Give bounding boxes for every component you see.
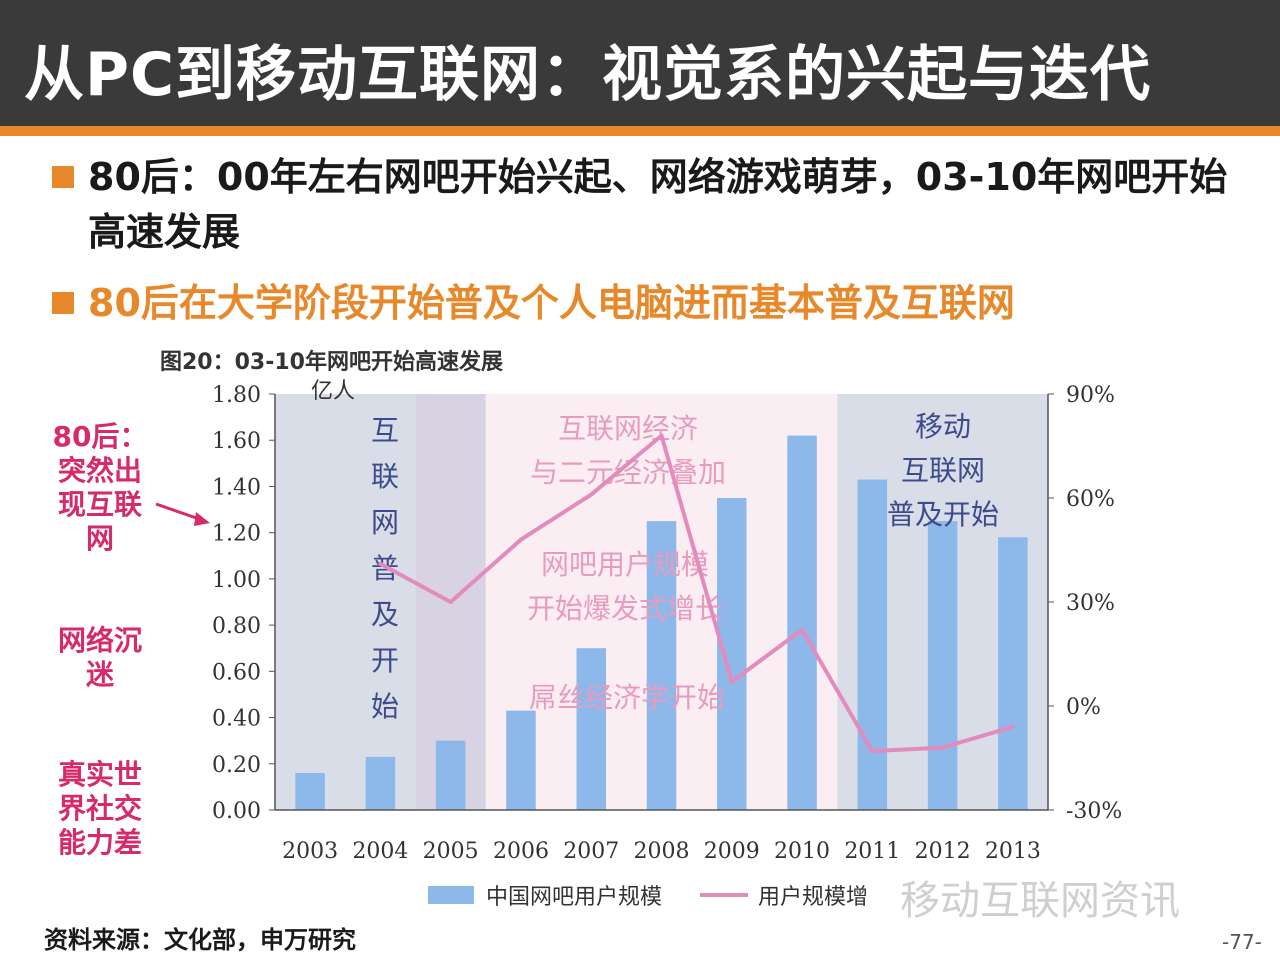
x-tick-label: 2010 <box>774 839 830 864</box>
x-tick-label: 2004 <box>352 839 408 864</box>
chart-title: 图20：03-10年网吧开始高速发展 <box>160 350 503 375</box>
y-left-tick-label: 1.20 <box>212 522 261 547</box>
y-right-tick-label: 60% <box>1066 487 1115 512</box>
watermark: 移动互联网资讯 <box>900 878 1180 924</box>
annotation-internet-economy: 与二元经济叠加 <box>530 456 726 489</box>
annotation-mobile-internet: 普及开始 <box>887 498 999 531</box>
side-note-line: 真实世 <box>57 758 142 791</box>
y-right-tick-label: 30% <box>1066 591 1115 616</box>
x-tick-label: 2013 <box>985 839 1041 864</box>
side-note-line: 界社交 <box>57 792 142 825</box>
y-left-tick-label: 0.00 <box>212 799 261 824</box>
growth-point <box>448 600 453 604</box>
x-tick-label: 2011 <box>844 839 900 864</box>
growth-point <box>378 561 383 566</box>
x-tick-label: 2003 <box>282 839 338 864</box>
bullet-2-text: 80后在大学阶段开始普及个人电脑进而基本普及互联网 <box>88 281 1015 325</box>
bar <box>646 521 677 810</box>
side-note-2: 网络沉 迷 <box>30 624 170 692</box>
x-tick-label: 2006 <box>493 839 549 864</box>
bullet-1: 80后：00年左右网吧开始兴起、网络游戏萌芽，03-10年网吧开始高速发展 <box>52 150 1242 260</box>
growth-point <box>940 745 945 750</box>
band-early <box>275 394 416 810</box>
page-number: -77- <box>1222 930 1262 954</box>
y-left-tick-label: 0.20 <box>212 753 261 778</box>
bar <box>927 521 958 810</box>
annotation-mobile-internet: 互联网 <box>901 454 985 487</box>
legend-bar-label: 中国网吧用户规模 <box>486 885 662 910</box>
y-left-tick-label: 0.60 <box>212 660 261 685</box>
arrow-icon <box>155 502 210 526</box>
bar <box>435 740 466 810</box>
annotation-mobile-internet: 移动 <box>915 410 971 443</box>
y-right-tick-label: -30% <box>1066 799 1122 824</box>
y-left-tick-label: 0.80 <box>212 614 261 639</box>
side-note-line: 能力差 <box>57 826 142 859</box>
y-left-tick-label: 1.80 <box>212 383 261 408</box>
source-note: 资料来源：文化部，申万研究 <box>44 926 356 954</box>
annotation-netcafe-growth: 开始爆发式增长 <box>527 592 723 625</box>
growth-point <box>729 679 734 684</box>
annotation-internet-popularize: 开 <box>371 644 399 677</box>
growth-point <box>1010 724 1015 729</box>
annotation-netcafe-growth: 网吧用户规模 <box>541 548 709 581</box>
bullet-2: 80后在大学阶段开始普及个人电脑进而基本普及互联网 <box>52 276 1242 331</box>
growth-point <box>589 492 594 497</box>
annotation-diaosi-economy: 屌丝经济学开始 <box>529 681 725 714</box>
bar <box>998 537 1028 810</box>
y-left-tick-label: 1.00 <box>212 568 261 593</box>
annotation-internet-popularize: 互 <box>371 414 399 447</box>
x-tick-label: 2007 <box>563 839 619 864</box>
annotation-internet-popularize: 始 <box>371 690 399 723</box>
growth-line <box>379 433 1014 754</box>
y-left-tick-label: 1.60 <box>212 429 261 454</box>
title-bar: 从PC到移动互联网：视觉系的兴起与迭代 <box>0 0 1280 136</box>
legend-line-label: 用户规模增 <box>758 885 868 910</box>
bullet-1-text: 80后：00年左右网吧开始兴起、网络游戏萌芽，03-10年网吧开始高速发展 <box>88 155 1228 254</box>
bar <box>295 773 325 810</box>
bar <box>787 435 817 810</box>
side-note-line: 突然出 <box>57 454 142 487</box>
growth-point <box>870 749 875 754</box>
legend-bar-swatch <box>428 886 474 904</box>
side-note-line: 80后： <box>52 420 148 453</box>
bar <box>717 498 747 810</box>
growth-point <box>800 627 805 632</box>
title-underline <box>0 126 1280 136</box>
side-note-line: 网 <box>85 522 114 555</box>
x-tick-label: 2009 <box>704 839 760 864</box>
x-tick-label: 2008 <box>634 839 690 864</box>
x-tick-label: 2005 <box>423 839 479 864</box>
bar <box>857 479 888 810</box>
y-right-tick-label: 0% <box>1066 695 1101 720</box>
bar <box>576 648 606 810</box>
page-title: 从PC到移动互联网：视觉系的兴起与迭代 <box>24 40 1152 110</box>
side-note-1: 80后： 突然出 现互联 网 <box>30 420 170 556</box>
y-left-axis-label: 亿人 <box>311 379 355 404</box>
x-tick-label: 2012 <box>915 839 971 864</box>
side-note-line: 现互联 <box>57 488 142 521</box>
bullet-square-icon <box>52 166 74 188</box>
growth-point <box>518 537 523 542</box>
annotation-internet-economy: 互联网经济 <box>558 412 698 445</box>
y-left-tick-label: 1.40 <box>212 475 261 500</box>
annotation-internet-popularize: 及 <box>371 598 399 631</box>
bar <box>365 756 396 810</box>
side-note-3: 真实世 界社交 能力差 <box>30 758 170 860</box>
annotation-internet-popularize: 网 <box>371 506 399 539</box>
annotation-internet-popularize: 联 <box>371 460 399 493</box>
bar <box>506 710 536 810</box>
y-left-tick-label: 0.40 <box>212 707 261 732</box>
side-note-line: 网络沉 <box>57 624 142 657</box>
bullet-square-icon <box>52 292 74 314</box>
growth-point <box>659 433 664 438</box>
side-note-line: 迷 <box>85 658 114 691</box>
y-right-tick-label: 90% <box>1066 383 1115 408</box>
